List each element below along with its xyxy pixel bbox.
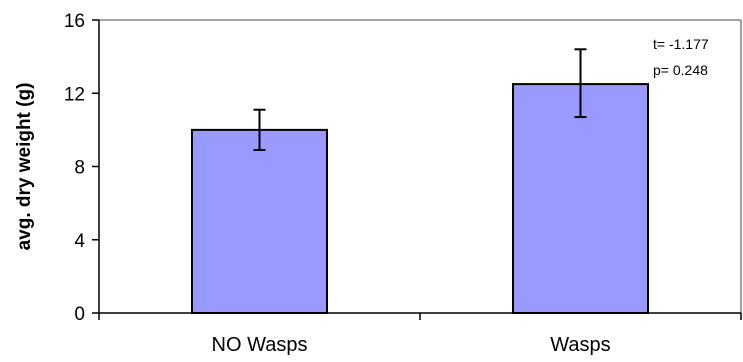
error-bar-0 [253,108,266,152]
bar-0 [191,128,328,314]
y-tick-label: 12 [64,84,85,105]
y-axis-title: avg. dry weight (g) [14,83,35,251]
stat-annotation: t= -1.177 [653,36,709,52]
annotations: t= -1.177 p= 0.248 [653,36,709,78]
bars [191,83,649,314]
error-bars [253,48,587,152]
y-tick-label: 16 [64,11,85,32]
y-tick-label: 8 [74,158,85,179]
x-ticks: NO Wasps Wasps [98,313,742,356]
error-bar-1 [574,48,587,119]
y-tick-label: 4 [74,231,85,252]
stat-annotation: p= 0.248 [653,62,708,78]
x-category-label: NO Wasps [212,334,308,356]
x-category-label: Wasps [550,334,610,356]
y-ticks: 0 4 8 12 16 [64,11,99,325]
bar-1 [512,83,649,314]
y-tick-label: 0 [74,304,85,325]
plot-frame [99,19,742,313]
